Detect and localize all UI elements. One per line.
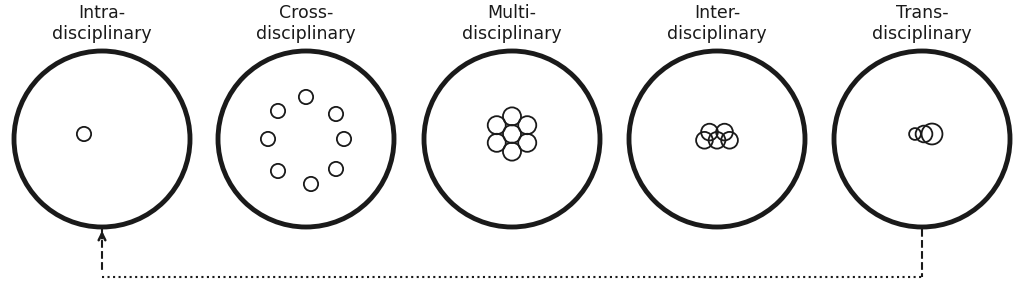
Text: Intra-
disciplinary: Intra- disciplinary <box>52 4 152 43</box>
Text: Trans-
disciplinary: Trans- disciplinary <box>872 4 972 43</box>
Text: Cross-
disciplinary: Cross- disciplinary <box>256 4 355 43</box>
Circle shape <box>218 51 394 227</box>
Circle shape <box>629 51 805 227</box>
Circle shape <box>834 51 1010 227</box>
Circle shape <box>424 51 600 227</box>
Circle shape <box>14 51 190 227</box>
Text: Multi-
disciplinary: Multi- disciplinary <box>462 4 562 43</box>
Text: Inter-
disciplinary: Inter- disciplinary <box>668 4 767 43</box>
